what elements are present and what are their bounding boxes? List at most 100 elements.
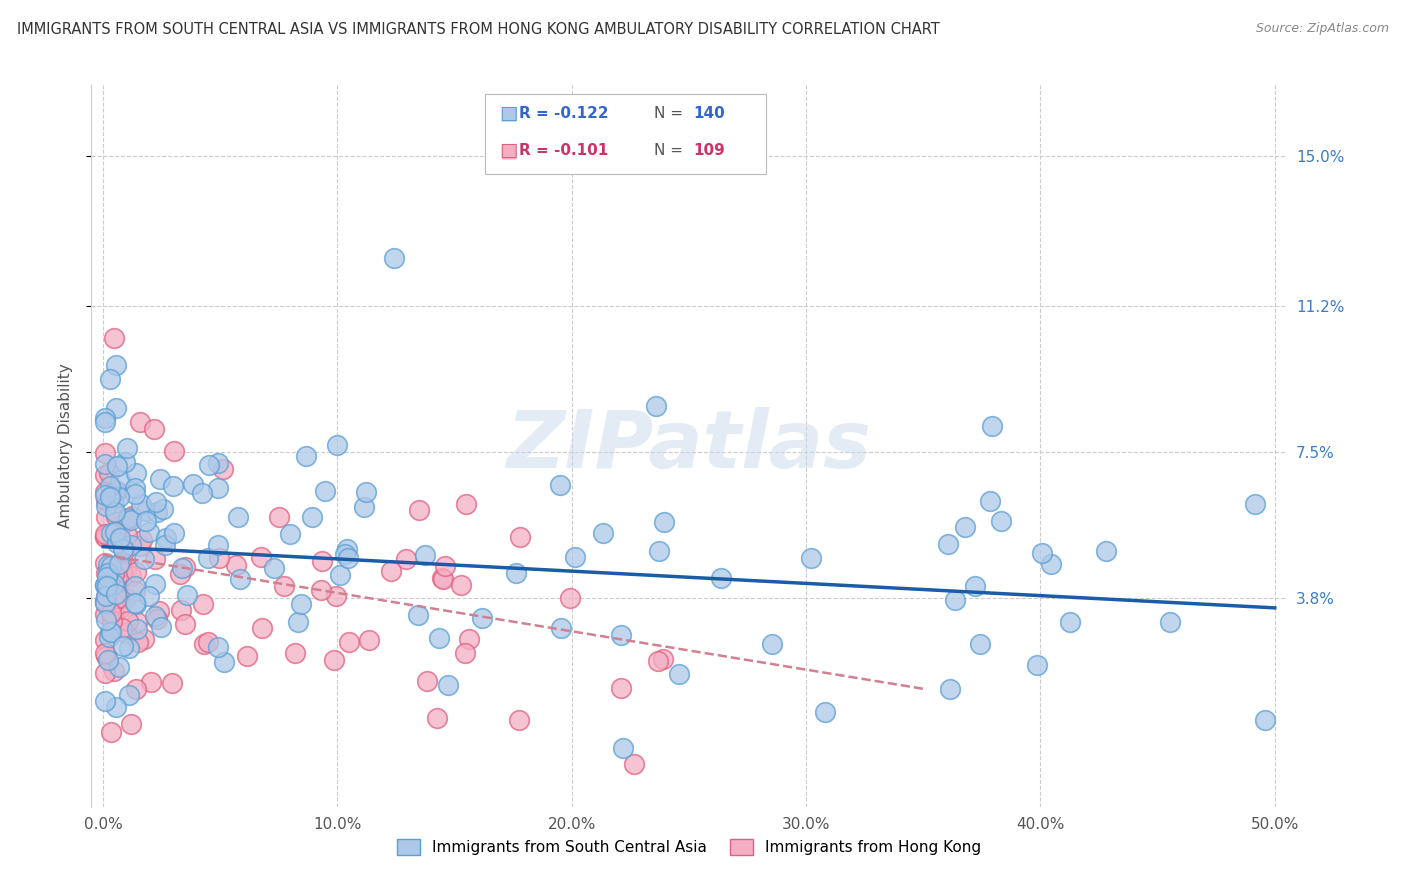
Point xyxy=(235,648,257,663)
Point xyxy=(309,582,332,597)
Point xyxy=(1040,558,1063,572)
Text: 140: 140 xyxy=(693,106,725,120)
Point xyxy=(103,606,125,620)
Point xyxy=(107,660,129,674)
Point xyxy=(415,673,437,688)
Point xyxy=(103,496,125,510)
Point xyxy=(121,509,143,524)
Point xyxy=(329,568,352,582)
Point xyxy=(94,566,117,580)
Point xyxy=(295,450,318,464)
Point xyxy=(108,531,131,545)
Point xyxy=(1243,497,1265,511)
Point xyxy=(207,640,229,655)
Point xyxy=(96,570,118,584)
Point xyxy=(197,635,219,649)
Text: ■: ■ xyxy=(499,141,517,161)
Point xyxy=(100,625,122,640)
Point xyxy=(668,667,690,681)
Point xyxy=(169,566,191,581)
Point xyxy=(432,573,454,587)
Point xyxy=(191,598,214,612)
Point xyxy=(176,588,198,602)
Point xyxy=(592,525,614,540)
Point xyxy=(125,597,148,611)
Point xyxy=(127,634,149,648)
Point xyxy=(357,632,380,647)
Point xyxy=(94,646,117,660)
Point xyxy=(162,444,184,458)
Point xyxy=(337,550,360,565)
Point xyxy=(174,617,197,632)
Point xyxy=(207,482,229,496)
Point xyxy=(560,591,582,606)
Point xyxy=(610,628,633,642)
Point xyxy=(124,583,146,598)
Point xyxy=(117,614,139,628)
Point xyxy=(152,502,174,516)
Point xyxy=(612,741,634,756)
Point xyxy=(150,620,173,634)
Point xyxy=(107,491,129,505)
Point xyxy=(112,640,135,654)
Point xyxy=(969,637,991,651)
Point xyxy=(94,649,117,664)
Point xyxy=(107,591,129,606)
Point xyxy=(149,472,172,486)
Point xyxy=(943,593,966,607)
Point xyxy=(651,652,673,666)
Point xyxy=(111,542,134,557)
Point xyxy=(505,566,527,580)
Y-axis label: Ambulatory Disability: Ambulatory Disability xyxy=(58,364,73,528)
Point xyxy=(623,756,645,771)
Point xyxy=(112,544,135,558)
Point xyxy=(104,587,127,601)
Point xyxy=(108,557,131,571)
Point xyxy=(98,479,121,493)
Point xyxy=(648,544,671,558)
Point xyxy=(94,595,117,609)
Point xyxy=(110,473,132,487)
Point xyxy=(550,621,572,635)
Point xyxy=(98,371,121,385)
Point xyxy=(326,438,349,452)
Point xyxy=(647,654,669,668)
Point xyxy=(1159,615,1181,630)
Point xyxy=(96,579,118,593)
Point xyxy=(118,511,141,525)
Point xyxy=(94,445,117,459)
Point xyxy=(301,510,323,524)
Point xyxy=(225,558,247,573)
Point xyxy=(114,455,136,469)
Point xyxy=(100,526,122,541)
Point xyxy=(652,515,675,529)
Text: 109: 109 xyxy=(693,144,725,158)
Point xyxy=(226,510,249,524)
Point xyxy=(413,548,436,562)
Point xyxy=(143,609,166,624)
Point xyxy=(193,637,215,651)
Point xyxy=(105,536,128,550)
Point xyxy=(94,578,117,592)
Text: N =: N = xyxy=(654,106,688,120)
Point xyxy=(100,558,122,573)
Point xyxy=(120,716,142,731)
Point xyxy=(450,578,472,592)
Point xyxy=(111,565,134,579)
Point xyxy=(143,422,166,436)
Point xyxy=(94,468,117,483)
Text: IMMIGRANTS FROM SOUTH CENTRAL ASIA VS IMMIGRANTS FROM HONG KONG AMBULATORY DISAB: IMMIGRANTS FROM SOUTH CENTRAL ASIA VS IM… xyxy=(17,22,939,37)
Point xyxy=(290,597,312,611)
Point xyxy=(104,401,127,415)
Point xyxy=(143,552,166,566)
Point xyxy=(100,724,122,739)
Point xyxy=(131,533,153,547)
Point xyxy=(105,570,128,584)
Point xyxy=(94,499,117,513)
Point xyxy=(322,653,344,667)
Point xyxy=(143,577,166,591)
Point xyxy=(124,487,146,501)
Text: □: □ xyxy=(499,141,517,161)
Point xyxy=(94,596,117,610)
Point xyxy=(105,458,128,473)
